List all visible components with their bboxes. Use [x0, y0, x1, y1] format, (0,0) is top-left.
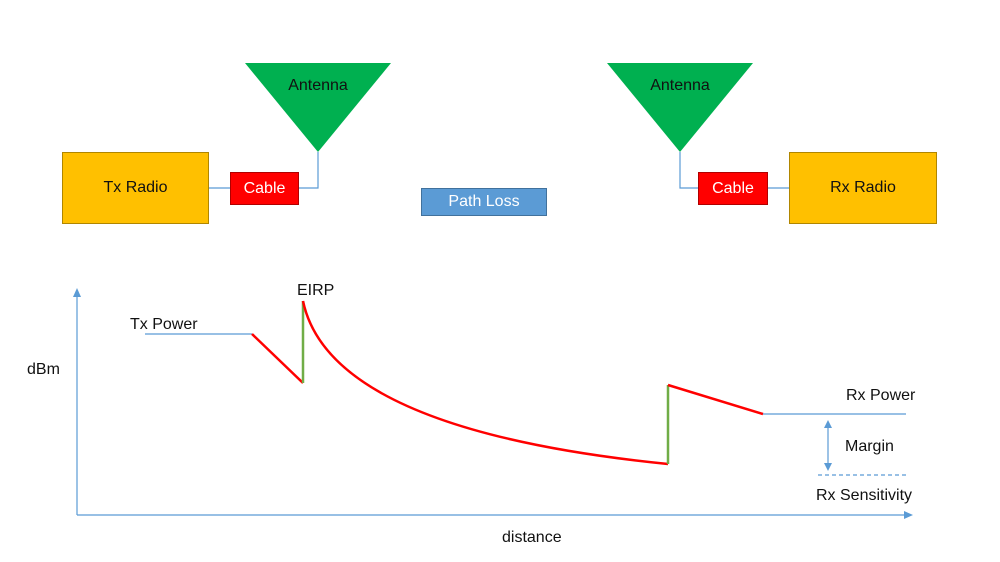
path-loss-box: Path Loss: [421, 188, 547, 216]
y-axis-arrow: [73, 288, 81, 297]
eirp-label: EIRP: [297, 282, 335, 299]
rx-radio-box: Rx Radio: [789, 152, 937, 224]
path-loss-label: Path Loss: [448, 193, 520, 210]
margin-arrow-bottom-head: [824, 463, 832, 471]
x-axis-arrow: [904, 511, 913, 519]
rx-radio-label: Rx Radio: [830, 179, 896, 196]
rx-antenna-label: Antenna: [650, 77, 710, 94]
rx-cable-label: Cable: [712, 179, 754, 197]
rx-antenna-cable-connector: [679, 152, 698, 189]
margin-label: Margin: [845, 438, 894, 455]
y-axis-label: dBm: [27, 361, 60, 378]
tx-radio-box: Tx Radio: [62, 152, 209, 224]
x-axis-label: distance: [502, 529, 562, 546]
rx-cable-box: Cable: [698, 172, 768, 205]
tx-cable-loss: [251, 333, 304, 384]
tx-antenna-triangle: [245, 63, 391, 152]
tx-cable-antenna-connector: [299, 152, 319, 189]
rx-cable-loss: [667, 383, 764, 416]
rx-antenna-triangle: [607, 63, 753, 152]
tx-cable-label: Cable: [243, 179, 286, 197]
path-loss-curve: [301, 300, 669, 466]
rx-sensitivity-label: Rx Sensitivity: [816, 487, 913, 504]
tx-cable-box: Cable: [230, 172, 299, 205]
rx-power-label: Rx Power: [846, 387, 916, 404]
margin-arrow-top-head: [824, 420, 832, 428]
tx-antenna-label: Antenna: [288, 77, 348, 94]
tx-power-label: Tx Power: [130, 316, 198, 333]
tx-radio-label: Tx Radio: [103, 179, 168, 196]
